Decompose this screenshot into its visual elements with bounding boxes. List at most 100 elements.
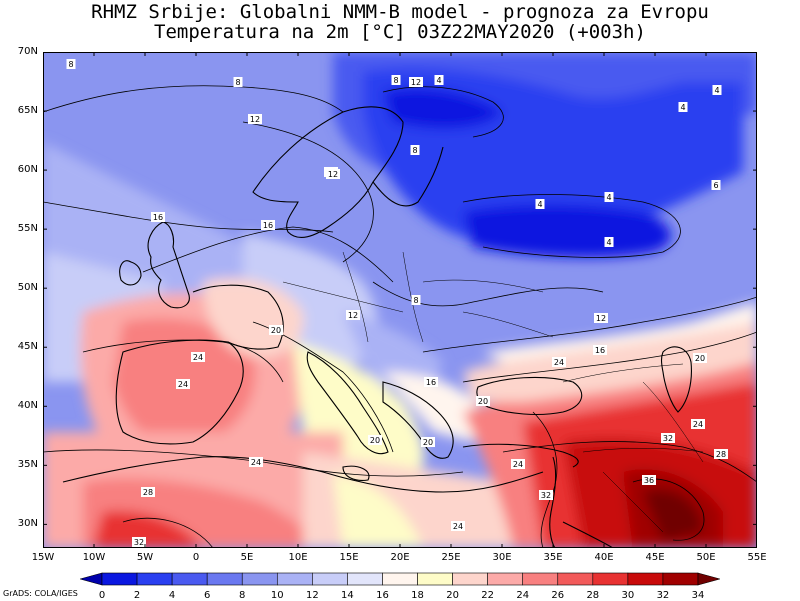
latitude-label: 55N: [17, 223, 38, 235]
contour-label-box: [476, 396, 490, 406]
contour-label-box: [714, 449, 728, 459]
contour-label-text: 24: [193, 353, 203, 362]
contour-label-box: [535, 199, 545, 209]
latitude-label: 60N: [17, 164, 38, 176]
longitude-label: 50E: [696, 552, 716, 563]
contour-label: 12: [409, 77, 423, 87]
contour-label: 16: [424, 377, 438, 387]
colorbar-segment: [417, 572, 453, 586]
contour-label-text: 12: [411, 78, 421, 87]
contour-label: 12: [248, 114, 262, 124]
colorbar-segment: [557, 572, 594, 586]
latitude-label: 35N: [17, 459, 38, 471]
contour-label-text: 20: [695, 354, 705, 363]
contour-label-text: 4: [606, 193, 611, 202]
longitude-label: 15E: [339, 552, 359, 563]
contour-label-text: 28: [716, 450, 726, 459]
contour-label: 32: [661, 433, 675, 443]
longitude-label: 15W: [31, 552, 55, 563]
contour-label: 4: [434, 75, 444, 85]
contour-label-text: 20: [423, 438, 433, 447]
temperature-field: [43, 52, 757, 548]
contour-label: 4: [604, 237, 614, 247]
contour-label-text: 4: [606, 238, 611, 247]
contour-label: 24: [552, 357, 566, 367]
colorbar-label: 18: [411, 590, 424, 601]
contour-label: 28: [141, 487, 155, 497]
contour-label: 32: [539, 490, 553, 500]
borders: [282, 251, 704, 533]
contour-label: 4: [678, 102, 688, 112]
contour-label-box: [421, 437, 435, 447]
contour-label-text: 20: [370, 436, 380, 445]
contour-label-text: 4: [537, 200, 542, 209]
colorbar-label: 10: [270, 590, 284, 601]
contour-label-text: 32: [541, 491, 551, 500]
colorbar-label: 4: [168, 590, 176, 601]
contour-label: 4: [535, 199, 545, 209]
contour-label: 20: [693, 353, 707, 363]
contour-label: 24: [691, 419, 705, 429]
contour-label: 20: [368, 435, 382, 445]
colorbar-label: 26: [551, 590, 565, 601]
latitude-label: 30N: [17, 518, 38, 530]
contour-label-text: 24: [178, 380, 188, 389]
contour-label: 24: [176, 379, 190, 389]
contour-label-box: [539, 490, 553, 500]
contour-label-text: 4: [714, 86, 719, 95]
contour-label: 6: [711, 180, 721, 190]
colorbar-label: 22: [481, 590, 495, 601]
contour-label: 16: [593, 345, 607, 355]
contour-label: 12: [594, 313, 608, 323]
title-line-2: Temperatura na 2m [°C] 03Z22MAY2020 (+00…: [154, 21, 646, 43]
contour-label-text: 24: [251, 458, 261, 467]
contour-label-text: 12: [348, 311, 358, 320]
contour-label-text: 16: [595, 346, 605, 355]
contour-label-text: 16: [153, 213, 163, 222]
contour-label-box: [249, 457, 263, 467]
contour-label: 16: [261, 220, 275, 230]
contour-label-box: [261, 220, 275, 230]
contour-label: 8: [391, 75, 401, 85]
contour-label-box: [66, 59, 76, 69]
colorbar-segment: [382, 572, 418, 586]
contour-label: 28: [714, 449, 728, 459]
colorbar-label: 30: [621, 590, 635, 601]
contour-label-text: 24: [453, 522, 463, 531]
contour-label-box: [248, 114, 262, 124]
contour-label: 4: [712, 85, 722, 95]
contour-label: 12: [346, 310, 360, 320]
contour-label-text: 24: [693, 420, 703, 429]
colorbar-segment: [662, 572, 699, 586]
contour-label: 20: [269, 325, 283, 335]
colorbar-segment: [80, 572, 103, 586]
contour-label-box: [411, 295, 421, 305]
latitude-label: 50N: [17, 282, 38, 294]
contour-label: 8: [233, 77, 243, 87]
colorbar-label: 12: [305, 590, 319, 601]
colorbar-label: 0: [98, 590, 106, 601]
longitude-label: 55E: [747, 552, 767, 563]
contour-label-box: [594, 313, 608, 323]
contour-label-box: [409, 77, 423, 87]
longitude-label: 10W: [82, 552, 106, 563]
contour-label-box: [368, 435, 382, 445]
colorbar-segment: [312, 572, 348, 586]
contour-label-box: [552, 357, 566, 367]
longitude-label: 10E: [288, 552, 308, 563]
contour-label-box: [593, 345, 607, 355]
colorbar-segment: [592, 572, 629, 586]
contour-label-text: 28: [143, 488, 153, 497]
contour-label-box: [693, 353, 707, 363]
contour-label: 24: [511, 459, 525, 469]
contour-label-box: [712, 85, 722, 95]
latitude-label: 45N: [17, 341, 38, 353]
contour-label: 24: [451, 521, 465, 531]
contour-label-text: 4: [680, 103, 685, 112]
grads-credit: GrADS: COLA/IGES: [3, 589, 78, 598]
contour-label-box: [233, 77, 243, 87]
contour-label-box: [661, 433, 675, 443]
colorbar-label: 24: [516, 590, 530, 601]
contour-label-box: [434, 75, 444, 85]
longitude-label: 20E: [390, 552, 410, 563]
